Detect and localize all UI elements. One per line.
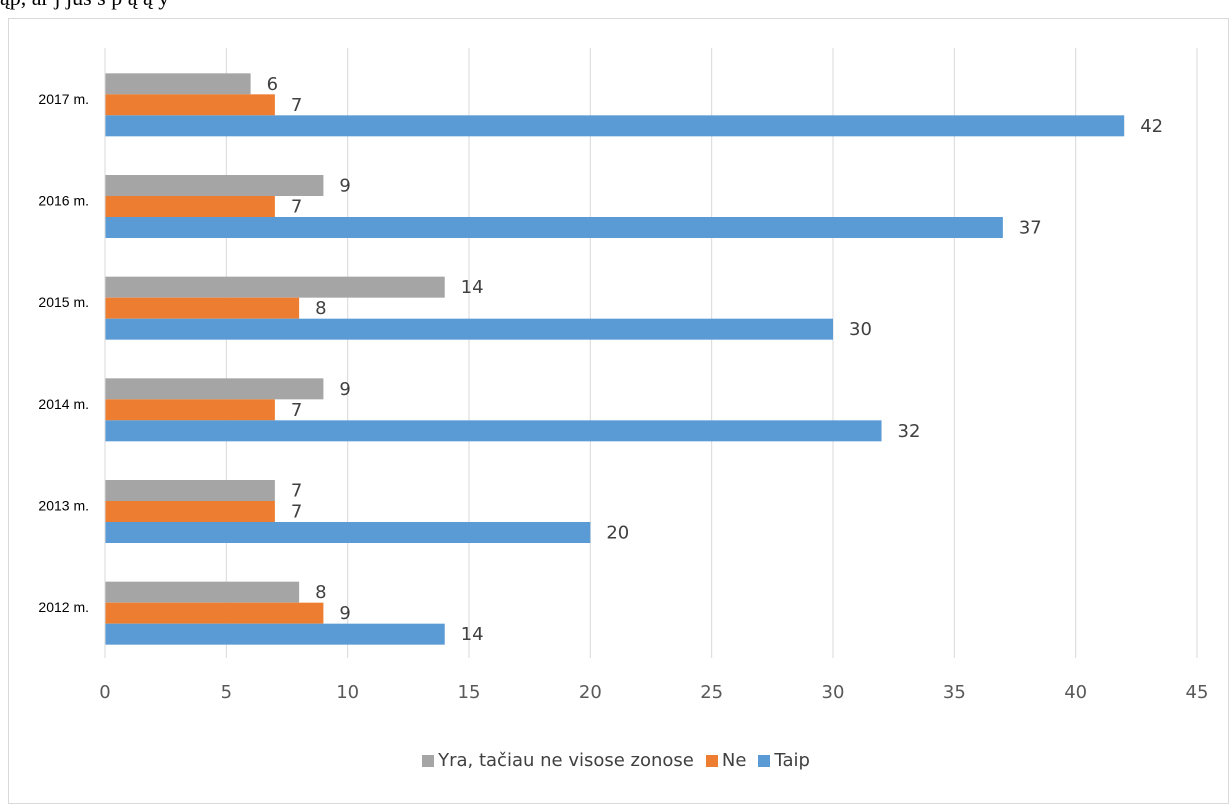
bar [105, 522, 591, 543]
data-label: 42 [1140, 116, 1163, 137]
bar [105, 420, 882, 442]
bar [105, 276, 445, 298]
bar [105, 175, 324, 196]
legend: Yra, tačiau ne visose zonose Ne Taip [0, 750, 1232, 772]
data-label: 14 [461, 624, 484, 645]
bar [105, 217, 1003, 238]
gridlines [104, 48, 1198, 658]
data-label: 7 [291, 502, 302, 523]
category-label: 2013 m. [38, 498, 89, 514]
legend-item: Ne [705, 750, 747, 771]
legend-label: Taip [774, 750, 810, 771]
x-tick-label: 10 [336, 682, 359, 703]
bar [105, 94, 275, 116]
x-tick-label: 30 [822, 682, 845, 703]
bar [105, 623, 445, 645]
x-tick-label: 45 [1186, 682, 1209, 703]
data-label: 32 [898, 421, 921, 442]
category-label: 2014 m. [38, 396, 89, 412]
data-label: 30 [849, 319, 872, 340]
category-label: 2016 m. [38, 193, 89, 209]
bar [105, 115, 1125, 137]
legend-swatch [705, 754, 718, 767]
data-label: 7 [291, 197, 302, 218]
data-label: 8 [315, 582, 326, 603]
legend-label: Yra, tačiau ne visose zonose [438, 750, 694, 771]
legend-item: Yra, tačiau ne visose zonose [422, 750, 694, 771]
bar [105, 318, 833, 340]
bar [105, 196, 275, 217]
category-label: 2015 m. [38, 294, 89, 310]
x-tick-label: 40 [1064, 682, 1087, 703]
bar [105, 297, 300, 319]
data-label: 9 [339, 176, 350, 197]
data-label: 7 [291, 481, 302, 502]
data-label: 14 [461, 277, 484, 298]
legend-item: Taip [758, 750, 810, 771]
bar [105, 399, 275, 421]
x-tick-label: 25 [700, 682, 723, 703]
legend-swatch [422, 754, 435, 767]
bar [105, 73, 251, 95]
x-tick-label: 20 [579, 682, 602, 703]
legend-label: Ne [721, 750, 747, 771]
data-label: 9 [339, 603, 350, 624]
x-tick-label: 35 [943, 682, 966, 703]
bars [105, 73, 1125, 645]
data-label: 7 [291, 95, 302, 116]
category-label: 2017 m. [38, 91, 89, 107]
category-label: 2012 m. [38, 599, 89, 615]
bar [105, 501, 275, 522]
bar [105, 602, 324, 624]
data-label: 7 [291, 400, 302, 421]
x-tick-label: 0 [99, 682, 110, 703]
legend-swatch [758, 754, 771, 767]
bar [105, 581, 300, 603]
data-label: 9 [339, 379, 350, 400]
bar [105, 378, 324, 400]
x-tick-label: 5 [221, 682, 232, 703]
data-label: 37 [1019, 218, 1042, 239]
data-label: 20 [606, 523, 629, 544]
data-label: 8 [315, 298, 326, 319]
data-label: 6 [267, 74, 278, 95]
x-tick-label: 15 [458, 682, 481, 703]
header-text: ąp, ar j jūs s p ą ą y [0, 0, 169, 11]
bar [105, 480, 275, 501]
